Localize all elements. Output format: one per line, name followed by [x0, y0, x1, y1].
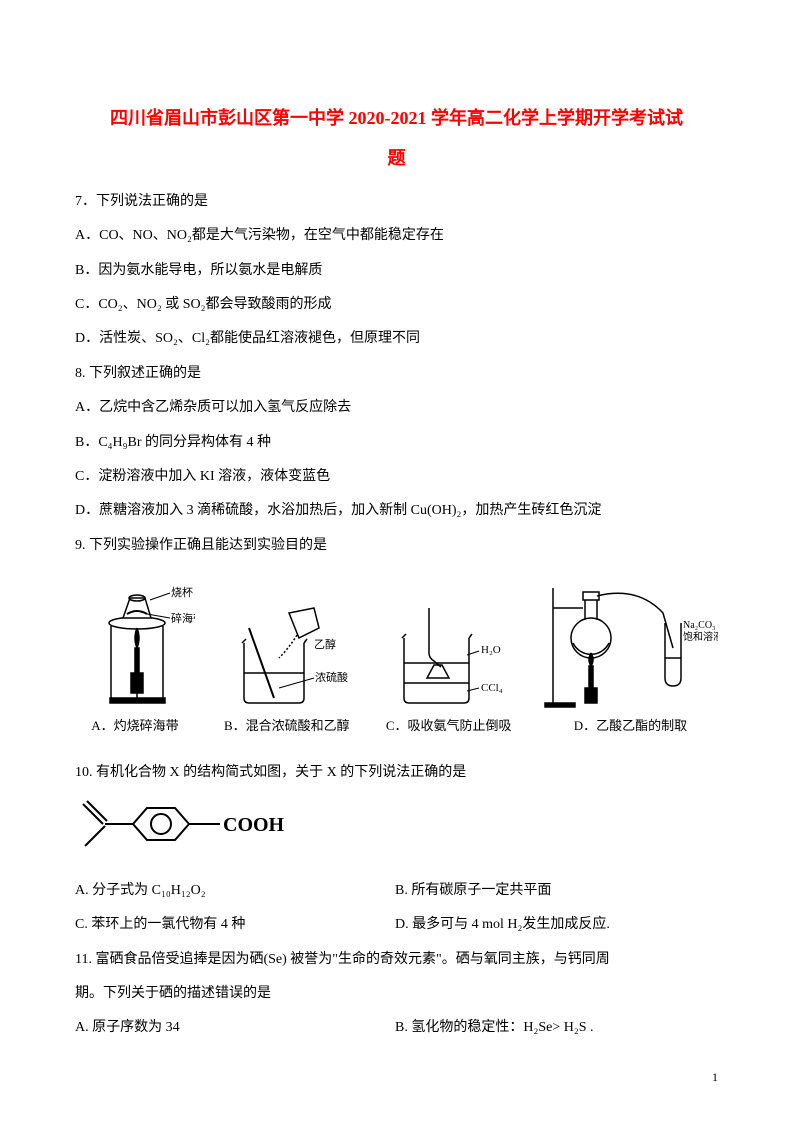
page-number: 1 — [712, 1068, 718, 1087]
q9-fig-c: H₂O CCl₄ C．吸收氨气防止倒吸 — [379, 603, 519, 737]
q7-option-b: B．因为氨水能导电，所以氨水是电解质 — [75, 260, 718, 282]
fig-a-ann1: 烧杯 — [171, 585, 193, 599]
q9-fig-a-label: A．灼烧碎海带 — [91, 716, 178, 737]
q8-option-d: D．蔗糖溶液加入 3 滴稀硫酸，水浴加热后，加入新制 Cu(OH)₂，加热产生砖… — [75, 500, 718, 522]
exam-title-line2: 题 — [75, 144, 718, 173]
q9-fig-b-label: B．混合浓硫酸和乙醇 — [224, 716, 350, 737]
q10-option-a: A. 分子式为 C₁₀H₁₂O₂ — [75, 880, 395, 902]
fig-d-ann1: Na₂CO₃ — [683, 620, 716, 631]
q8-stem: 8. 下列叙述正确的是 — [75, 363, 718, 385]
q7-stem: 7．下列说法正确的是 — [75, 191, 718, 213]
q9-fig-b: 乙醇 浓硫酸 B．混合浓硫酸和乙醇 — [219, 603, 354, 737]
fig-c-ann2: CCl₄ — [481, 682, 503, 694]
q7-option-a: A．CO、NO、NO₂都是大气污染物，在空气中都能稳定存在 — [75, 225, 718, 247]
fig-c-ann1: H₂O — [481, 644, 501, 656]
q8-option-c: C．淀粉溶液中加入 KI 溶液，液体变蓝色 — [75, 466, 718, 488]
exam-title-line1: 四川省眉山市彭山区第一中学 2020-2021 学年高二化学上学期开学考试试 — [75, 100, 718, 136]
q8-option-a: A．乙烷中含乙烯杂质可以加入氢气反应除去 — [75, 397, 718, 419]
q11-stem-line1: 11. 富硒食品倍受追捧是因为硒(Se) 被誉为"生命的奇效元素"。硒与氧同主族… — [75, 949, 718, 971]
q10-option-c: C. 苯环上的一氯代物有 4 种 — [75, 914, 395, 936]
q11-row-ab: A. 原子序数为 34 B. 氢化物的稳定性：H₂Se> H₂S . — [75, 1017, 718, 1039]
q9-fig-d-label: D．乙酸乙酯的制取 — [574, 716, 687, 737]
q11-option-a: A. 原子序数为 34 — [75, 1017, 395, 1039]
q10-structure: COOH — [75, 796, 718, 864]
fig-b-ann2: 浓硫酸 — [315, 670, 348, 684]
q9-stem: 9. 下列实验操作正确且能达到实验目的是 — [75, 535, 718, 557]
molecule-structure-icon: COOH — [75, 796, 335, 856]
q10-stem: 10. 有机化合物 X 的结构简式如图，关于 X 的下列说法正确的是 — [75, 762, 718, 784]
q10-option-b: B. 所有碳原子一定共平面 — [395, 880, 551, 902]
q10-row-ab: A. 分子式为 C₁₀H₁₂O₂ B. 所有碳原子一定共平面 — [75, 880, 718, 902]
q10-option-d: D. 最多可与 4 mol H₂发生加成反应. — [395, 914, 610, 936]
q9-figures: 烧杯 碎海带 A．灼烧碎海带 乙醇 浓硫酸 B．混合浓硫酸和乙 — [75, 572, 718, 737]
fig-a-ann2: 碎海带 — [171, 611, 195, 625]
q9-fig-a: 烧杯 碎海带 A．灼烧碎海带 — [75, 578, 195, 737]
pouring-beaker-icon: 乙醇 浓硫酸 — [219, 603, 354, 713]
distillation-apparatus-icon: Na₂CO₃ 饱和溶液 — [543, 578, 718, 713]
fig-b-ann1: 乙醇 — [314, 637, 336, 651]
q9-fig-d: Na₂CO₃ 饱和溶液 D．乙酸乙酯的制取 — [543, 578, 718, 737]
q11-option-b: B. 氢化物的稳定性：H₂Se> H₂S . — [395, 1017, 594, 1039]
q10-row-cd: C. 苯环上的一氯代物有 4 种 D. 最多可与 4 mol H₂发生加成反应. — [75, 914, 718, 936]
burner-apparatus-icon: 烧杯 碎海带 — [75, 578, 195, 713]
q8-option-b: B．C₄H₉Br 的同分异构体有 4 种 — [75, 432, 718, 454]
q11-stem-line2: 期。下列关于硒的描述错误的是 — [75, 983, 718, 1005]
q9-fig-c-label: C．吸收氨气防止倒吸 — [386, 716, 512, 737]
q7-option-d: D．活性炭、SO₂、Cl₂都能使品红溶液褪色，但原理不同 — [75, 328, 718, 350]
q7-option-c: C．CO₂、NO₂ 或 SO₂都会导致酸雨的形成 — [75, 294, 718, 316]
fig-d-ann2: 饱和溶液 — [683, 630, 718, 643]
absorption-beaker-icon: H₂O CCl₄ — [379, 603, 519, 713]
cooh-label: COOH — [223, 814, 285, 836]
